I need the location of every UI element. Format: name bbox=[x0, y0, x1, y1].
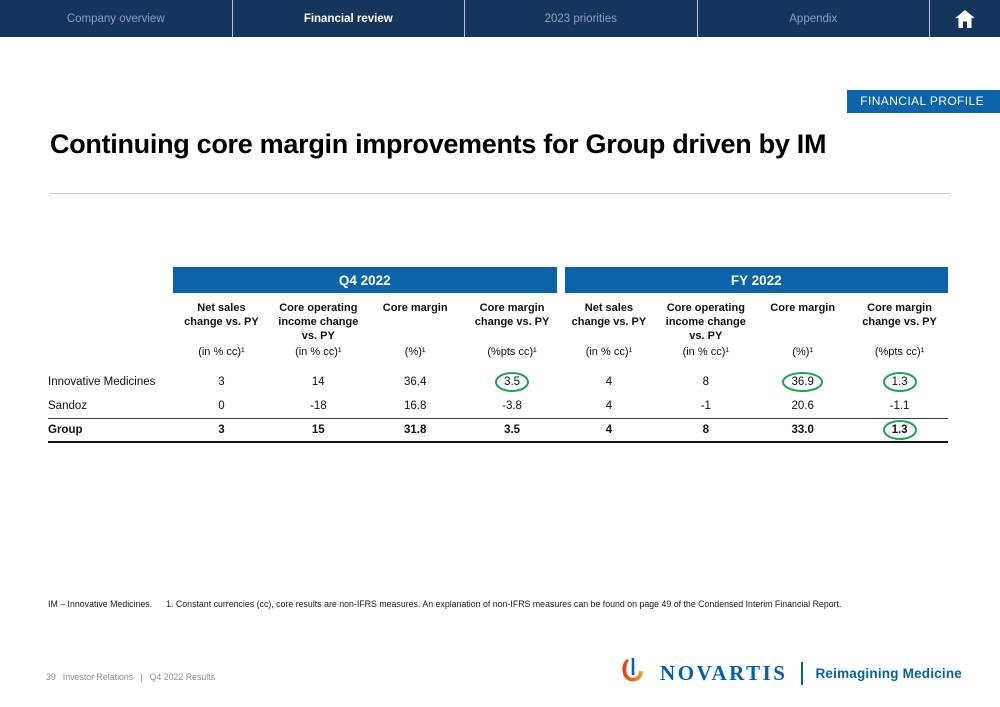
table-cell: 3.5 bbox=[464, 372, 561, 392]
row-label: Innovative Medicines bbox=[48, 376, 156, 388]
group-header-q4-2022: Q4 2022 bbox=[173, 267, 557, 293]
group-header-fy-2022: FY 2022 bbox=[564, 267, 948, 293]
footer-section: Investor Relations bbox=[62, 672, 134, 682]
column-header-0: Net sales change vs. PY bbox=[184, 302, 259, 328]
footnote: IM – Innovative Medicines. 1. Constant cu… bbox=[48, 599, 928, 609]
unit-header-4: (in % cc)¹ bbox=[585, 346, 633, 358]
table-cell: 1.3 bbox=[851, 420, 948, 440]
table-cell: 4 bbox=[605, 424, 613, 436]
column-header-3: Core margin change vs. PY bbox=[474, 302, 550, 328]
footer-deck-title: Q4 2022 Results bbox=[149, 672, 216, 682]
nav-home-button[interactable] bbox=[930, 0, 1000, 37]
highlight-circle: 1.3 bbox=[882, 372, 917, 392]
row-label: Sandoz bbox=[48, 400, 88, 412]
table-cell: 4 bbox=[605, 400, 613, 412]
nav-tab-financial-review[interactable]: Financial review bbox=[233, 0, 465, 37]
column-header-row: Net sales change vs. PY Core operating in… bbox=[48, 300, 948, 346]
table-cell: 14 bbox=[311, 376, 325, 388]
table-cell: 36.9 bbox=[754, 372, 851, 392]
title-divider bbox=[50, 193, 950, 194]
highlight-circle: 1.3 bbox=[882, 420, 917, 440]
table-cell: 3 bbox=[218, 424, 225, 436]
table-cell: 3 bbox=[218, 376, 225, 388]
table-row-sandoz: Sandoz 0 -18 16.8 -3.8 4 -1 20.6 -1.1 bbox=[48, 394, 948, 418]
table-cell: -1.1 bbox=[889, 400, 910, 412]
table-cell: 36.4 bbox=[403, 376, 427, 388]
footer-separator: | bbox=[140, 672, 143, 682]
table-cell: 0 bbox=[218, 400, 225, 412]
nav-tab-appendix[interactable]: Appendix bbox=[698, 0, 930, 37]
table-body: Innovative Medicines 3 14 36.4 3.5 4 8 36.9 1.3 S… bbox=[48, 370, 948, 443]
unit-header-6: (%)¹ bbox=[792, 346, 814, 358]
financial-table: Q4 2022 FY 2022 Net sales change vs. PY C… bbox=[48, 267, 948, 443]
spacer-cell bbox=[48, 267, 173, 293]
brand-tagline: Reimagining Medicine bbox=[815, 665, 962, 681]
unit-header-1: (in % cc)¹ bbox=[295, 346, 342, 358]
column-header-4: Net sales change vs. PY bbox=[571, 302, 647, 328]
unit-header-5: (in % cc)¹ bbox=[682, 346, 730, 358]
table-cell: 8 bbox=[702, 376, 710, 388]
table-cell: 15 bbox=[311, 424, 325, 436]
unit-header-7: (%pts cc)¹ bbox=[874, 346, 925, 358]
novartis-logo-icon bbox=[622, 658, 644, 682]
table-cell: 20.6 bbox=[791, 400, 814, 412]
unit-header-3: (%pts cc)¹ bbox=[487, 346, 537, 358]
table-cell: 3.5 bbox=[504, 424, 521, 436]
top-nav: Company overview Financial review 2023 p… bbox=[0, 0, 1000, 37]
table-cell: 8 bbox=[702, 424, 710, 436]
brand-name: NOVARTIS bbox=[660, 660, 788, 685]
nav-tab-company-overview[interactable]: Company overview bbox=[0, 0, 233, 37]
column-header-1: Core operating income change vs. PY bbox=[278, 302, 359, 342]
table-row-group: Group 3 15 31.8 3.5 4 8 33.0 1.3 bbox=[48, 418, 948, 443]
table-cell: -18 bbox=[310, 400, 327, 412]
unit-header-2: (%)¹ bbox=[404, 346, 426, 358]
home-icon bbox=[955, 9, 975, 28]
highlight-circle: 36.9 bbox=[782, 372, 823, 392]
nav-tab-2023-priorities[interactable]: 2023 priorities bbox=[465, 0, 698, 37]
unit-header-row: (in % cc)¹ (in % cc)¹ (%)¹ (%pts cc)¹ (in % … bbox=[48, 346, 948, 364]
table-cell: -3.8 bbox=[502, 400, 522, 412]
page-title: Continuing core margin improvements for … bbox=[50, 129, 827, 159]
table-cell: 4 bbox=[605, 376, 613, 388]
spacer-cell bbox=[48, 346, 173, 364]
table-cell: 16.8 bbox=[403, 400, 427, 412]
table-cell: -1 bbox=[700, 400, 711, 412]
footnote-abbrev: IM – Innovative Medicines. bbox=[48, 599, 153, 609]
column-header-7: Core margin change vs. PY bbox=[862, 302, 937, 328]
brand-divider bbox=[801, 661, 804, 685]
page-number: 39 bbox=[46, 672, 56, 682]
table-cell: 1.3 bbox=[851, 372, 948, 392]
table-cell: 31.8 bbox=[403, 424, 427, 436]
row-label: Group bbox=[48, 424, 83, 436]
column-header-5: Core operating income change vs. PY bbox=[665, 302, 746, 342]
table-row-innovative-medicines: Innovative Medicines 3 14 36.4 3.5 4 8 36.9 1.3 bbox=[48, 370, 948, 394]
unit-header-0: (in % cc)¹ bbox=[198, 346, 245, 358]
highlight-circle: 3.5 bbox=[495, 372, 530, 392]
group-header-row: Q4 2022 FY 2022 bbox=[48, 267, 948, 293]
column-header-6: Core margin bbox=[770, 302, 836, 314]
table-cell: 33.0 bbox=[791, 424, 814, 436]
footnote-note: 1. Constant currencies (cc), core result… bbox=[166, 599, 842, 609]
column-header-2: Core margin bbox=[382, 302, 448, 314]
brand-lockup: NOVARTIS Reimagining Medicine bbox=[620, 658, 962, 688]
footer-meta: 39 Investor Relations | Q4 2022 Results bbox=[46, 672, 215, 682]
section-badge: FINANCIAL PROFILE bbox=[847, 90, 1000, 113]
